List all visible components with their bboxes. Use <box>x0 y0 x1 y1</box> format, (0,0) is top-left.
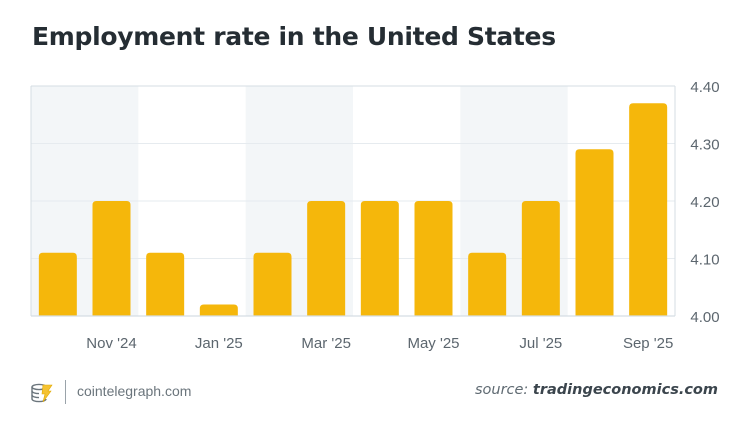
bar <box>414 201 453 316</box>
bar <box>468 252 507 316</box>
bar <box>38 252 77 316</box>
bars <box>38 103 668 316</box>
plot-frame <box>30 85 676 317</box>
y-axis-ticks: 4.00 4.10 4.20 4.30 4.40 <box>690 79 719 326</box>
y-tick-label: 4.20 <box>690 194 719 211</box>
site-name: cointelegraph.com <box>77 383 192 399</box>
y-tick-label: 4.30 <box>690 137 719 154</box>
bar <box>360 201 399 316</box>
bar-chart: 4.00 4.10 4.20 4.30 4.40 Nov '24 Jan '25 Mar '… <box>30 79 720 352</box>
y-tick-label: 4.40 <box>690 79 719 96</box>
source-credit: source: tradingeconomics.com <box>475 382 718 398</box>
chart-title: Employment rate in the United States <box>32 22 556 51</box>
x-tick-label: Nov '24 <box>86 335 136 352</box>
source-name: tradingeconomics.com <box>532 382 718 398</box>
y-tick-label: 4.00 <box>690 309 719 326</box>
bar <box>629 103 668 316</box>
bar <box>199 304 238 316</box>
source-prefix: source: <box>474 382 533 398</box>
y-tick-label: 4.10 <box>690 252 719 269</box>
cointelegraph-logo-icon <box>30 381 54 405</box>
bar <box>307 201 346 316</box>
bar <box>92 201 131 316</box>
bar <box>146 252 185 316</box>
bar <box>253 252 292 316</box>
x-tick-label: Jul '25 <box>519 335 562 352</box>
x-axis-ticks: Nov '24 Jan '25 Mar '25 May '25 Jul '25 Sep '… <box>86 335 673 352</box>
bar <box>521 201 560 316</box>
x-tick-label: Jan '25 <box>195 335 243 352</box>
footer-divider <box>65 380 66 404</box>
x-tick-label: Mar '25 <box>301 335 351 352</box>
x-tick-label: May '25 <box>407 335 459 352</box>
x-tick-label: Sep '25 <box>623 335 673 352</box>
bar <box>575 149 614 316</box>
